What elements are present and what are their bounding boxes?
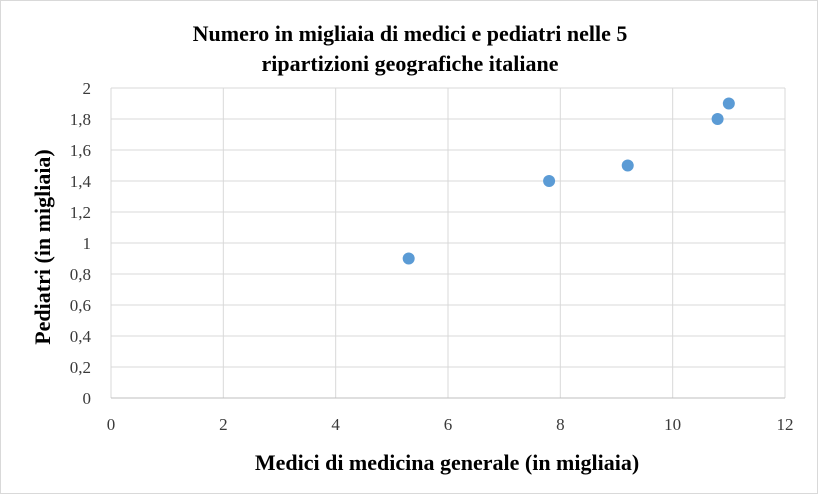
horizontal-gridlines (111, 87, 785, 368)
x-tick-label: 10 (664, 415, 681, 434)
y-tick-label: 2 (83, 79, 92, 98)
y-tick-label: 1,4 (70, 172, 92, 191)
x-tick-label: 8 (556, 415, 565, 434)
data-point (402, 252, 415, 265)
x-axis-title: Medici di medicina generale (in migliaia… (255, 450, 639, 475)
chart-title-line-2: ripartizioni geografiche italiane (262, 51, 559, 76)
y-tick-label: 0,8 (70, 265, 91, 284)
data-point (621, 159, 634, 172)
data-point (711, 113, 724, 125)
x-tick-label: 12 (777, 415, 794, 434)
y-tick-label: 1,8 (70, 110, 91, 129)
y-tick-label: 0,4 (70, 327, 92, 346)
data-point (543, 175, 556, 187)
y-tick-label: 0,2 (70, 358, 91, 377)
y-tick-label: 0 (83, 389, 92, 408)
x-tick-label: 2 (219, 415, 228, 434)
x-tick-label: 0 (107, 415, 116, 434)
x-tick-label: 4 (331, 415, 340, 434)
y-tick-label: 1,6 (70, 141, 91, 160)
x-tick-label: 6 (444, 415, 453, 434)
data-point (722, 97, 735, 110)
y-axis-title: Pediatri (in migliaia) (30, 149, 55, 345)
x-tick-labels: 0 2 4 6 8 10 12 (107, 415, 794, 434)
y-tick-labels: 0 0,2 0,4 0,6 0,8 1 1,2 1,4 1,6 1,8 2 (70, 79, 92, 408)
y-tick-label: 0,6 (70, 296, 91, 315)
y-tick-label: 1,2 (70, 203, 91, 222)
y-tick-label: 1 (83, 234, 92, 253)
chart-title-line-1: Numero in migliaia di medici e pediatri … (193, 21, 628, 46)
data-points (402, 97, 735, 265)
